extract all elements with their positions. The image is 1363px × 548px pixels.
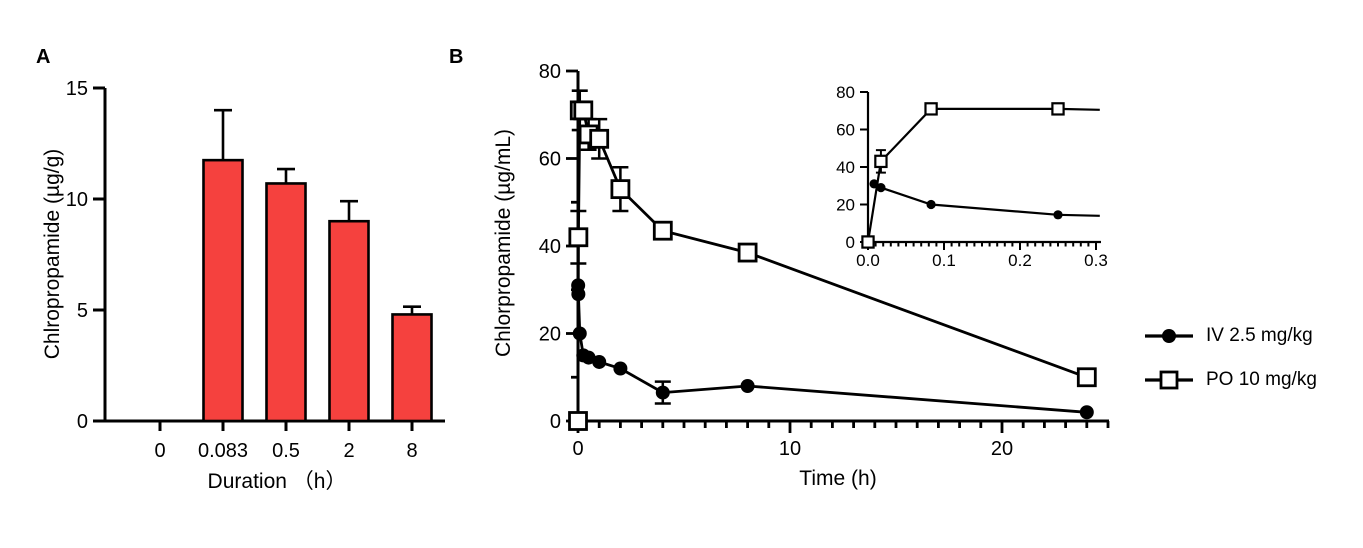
svg-text:80: 80	[836, 83, 855, 102]
svg-text:0: 0	[77, 411, 88, 433]
panel-b-y-axis-title: Chlorpropamide (µg/mL)	[492, 128, 515, 358]
panel-b-label: B	[449, 46, 464, 68]
svg-text:40: 40	[836, 158, 855, 177]
svg-text:10: 10	[66, 189, 88, 211]
svg-text:10: 10	[779, 438, 801, 460]
svg-text:15: 15	[66, 78, 88, 100]
svg-text:0.3: 0.3	[1084, 251, 1108, 270]
svg-text:40: 40	[539, 236, 561, 258]
open-square-marker-icon	[1145, 370, 1193, 390]
svg-text:0.5: 0.5	[272, 440, 300, 462]
svg-text:5: 5	[77, 300, 88, 322]
svg-text:0.0: 0.0	[856, 251, 880, 270]
panel-a-x-axis-title: Duration （h）	[207, 470, 347, 493]
panel-a-label: A	[36, 46, 51, 68]
svg-text:0: 0	[550, 411, 561, 433]
svg-text:0.2: 0.2	[1008, 251, 1032, 270]
svg-text:20: 20	[539, 324, 561, 346]
svg-text:0.1: 0.1	[932, 251, 956, 270]
svg-text:60: 60	[836, 120, 855, 139]
svg-text:20: 20	[836, 195, 855, 214]
svg-text:8: 8	[406, 440, 417, 462]
svg-text:0: 0	[846, 233, 855, 252]
legend-label-iv: IV 2.5 mg/kg	[1206, 325, 1313, 346]
filled-circle-marker-icon	[1145, 329, 1193, 343]
svg-text:20: 20	[991, 438, 1013, 460]
legend-label-po: PO 10 mg/kg	[1206, 369, 1317, 390]
svg-text:0: 0	[154, 440, 165, 462]
legend-item-po: PO 10 mg/kg	[1145, 366, 1317, 394]
svg-text:80: 80	[539, 61, 561, 83]
svg-text:60: 60	[539, 149, 561, 171]
svg-text:0: 0	[572, 438, 583, 460]
legend: IV 2.5 mg/kg PO 10 mg/kg	[1145, 322, 1317, 394]
panel-a-y-axis-title: Chlropropamide (µg/g)	[41, 148, 64, 360]
legend-item-iv: IV 2.5 mg/kg	[1145, 322, 1317, 350]
panel-b-x-axis-title: Time (h)	[799, 467, 877, 490]
svg-text:0.083: 0.083	[198, 440, 248, 462]
svg-text:2: 2	[343, 440, 354, 462]
